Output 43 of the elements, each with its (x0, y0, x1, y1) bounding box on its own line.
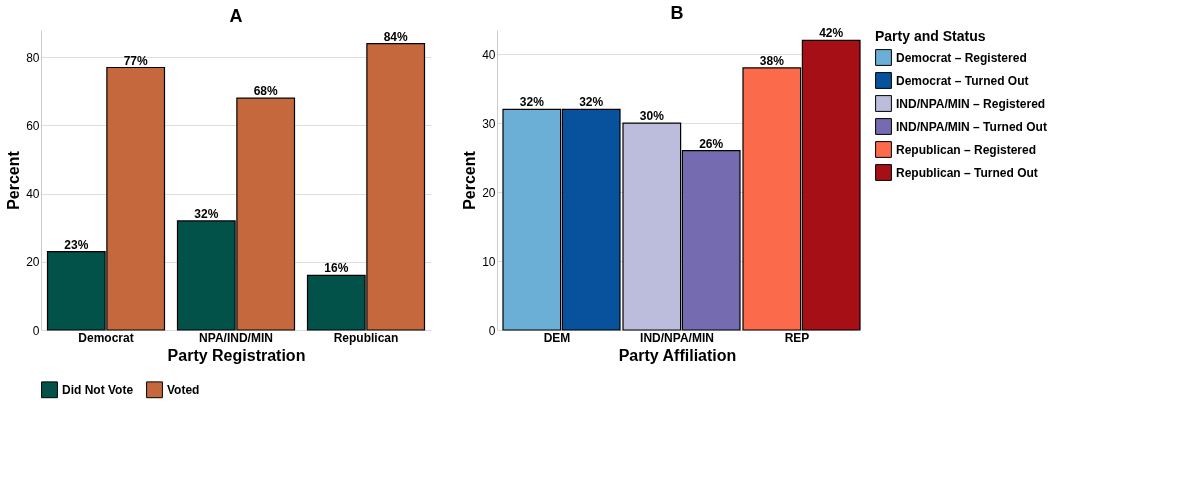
legend-label: IND/NPA/MIN – Registered (896, 96, 1046, 111)
data-label: 30% (639, 109, 665, 124)
legend-label: Republican – Registered (896, 142, 1037, 157)
legend-label: Democrat – Registered (896, 50, 1027, 65)
y-tick-label: 0 (32, 323, 40, 338)
data-label: 16% (324, 261, 349, 276)
x-tick-label: REP (784, 330, 810, 345)
y-tick-label: 0 (488, 323, 496, 338)
legend-label: Democrat – Turned Out (896, 73, 1029, 88)
legend-label: Did Not Vote (62, 382, 134, 397)
y-tick-label: 10 (482, 254, 496, 269)
chart-title: A (229, 6, 243, 26)
data-label: 32% (519, 95, 545, 110)
data-label: 26% (699, 136, 724, 151)
x-tick-label: IND/NPA/MIN (640, 330, 714, 345)
y-tick-label: 60 (26, 118, 40, 133)
y-axis-title: Percent (461, 150, 479, 210)
data-label: 68% (253, 84, 279, 99)
data-label: 84% (383, 29, 409, 44)
data-label: 23% (64, 237, 89, 252)
data-label: 38% (759, 53, 785, 68)
legend-label: Republican – Turned Out (896, 165, 1038, 180)
y-tick-label: 20 (482, 185, 496, 200)
x-tick-label: Democrat (78, 330, 134, 345)
legend-label: Voted (167, 382, 200, 397)
data-label: 42% (819, 26, 844, 41)
data-label: 32% (579, 95, 604, 110)
legend-title: Party and Status (875, 28, 986, 44)
x-axis-title: Party Registration (167, 346, 306, 364)
y-axis-title: Percent (5, 150, 23, 210)
y-tick-label: 20 (26, 255, 40, 270)
x-tick-label: NPA/IND/MIN (199, 330, 273, 345)
data-label: 77% (123, 53, 149, 68)
x-tick-label: Republican (333, 330, 399, 345)
y-tick-label: 80 (26, 50, 40, 65)
y-tick-label: 40 (482, 47, 496, 62)
x-tick-label: DEM (543, 330, 571, 345)
data-label: 32% (194, 206, 219, 221)
y-tick-label: 30 (482, 116, 496, 131)
chart-title: B (670, 3, 684, 24)
legend-label: IND/NPA/MIN – Turned Out (896, 119, 1047, 134)
y-tick-label: 40 (26, 187, 40, 202)
x-axis-title: Party Affiliation (618, 346, 737, 364)
